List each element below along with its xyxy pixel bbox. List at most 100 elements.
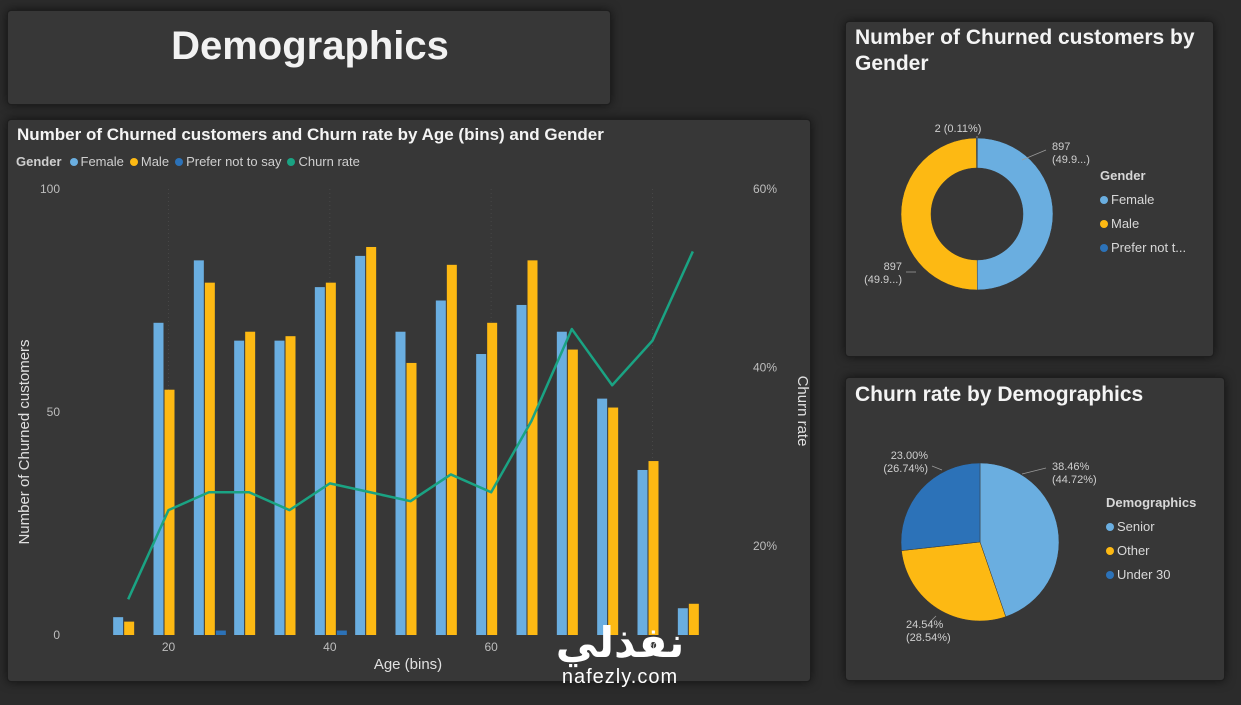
- demo-legend-title: Demographics: [1106, 495, 1197, 510]
- age-combo-chart[interactable]: 0 50 100 20% 40% 60% 20 40 60 80 Age (bins) Number …: [8, 120, 812, 683]
- bar-male: [164, 389, 175, 635]
- y2-tick-label: 60%: [753, 182, 777, 196]
- bar-female: [113, 617, 124, 635]
- y2-tick-label: 20%: [753, 539, 777, 553]
- bar-male: [648, 461, 659, 635]
- x-tick-label: 20: [162, 640, 176, 654]
- legend-female-label: Female: [80, 154, 124, 169]
- legend-prefer-not[interactable]: Prefer not to say: [175, 154, 281, 169]
- bar-female: [677, 608, 688, 635]
- donut-slice-prefer-not-to-say: [976, 137, 978, 169]
- donut-label-leader: [1021, 149, 1047, 161]
- x-tick-label: 80: [646, 640, 660, 654]
- bar-female: [234, 340, 245, 635]
- bar-male: [204, 282, 215, 635]
- watermark: نفذلي nafezly.com: [545, 620, 695, 689]
- y-tick-label: 50: [47, 405, 61, 419]
- bar-prefer: [336, 630, 347, 635]
- bar-female: [516, 304, 527, 635]
- bar-male: [406, 362, 417, 635]
- bar-male: [567, 349, 578, 635]
- gender-donut-card[interactable]: Number of Churned customers by Gender 89…: [845, 21, 1214, 357]
- gender-legend-female-label: Female: [1111, 192, 1155, 207]
- y-tick-label: 100: [40, 182, 60, 196]
- bar-male: [487, 322, 498, 635]
- pie-data-label: 38.46%: [1052, 461, 1090, 473]
- demo-chart-title: Churn rate by Demographics: [855, 383, 1144, 406]
- y-axis-label: Number of Churned customers: [16, 339, 33, 544]
- gender-chart-title: Number of Churned customers by Gender: [855, 26, 1195, 75]
- bar-male: [124, 621, 135, 635]
- pie-data-label: 23.00%: [891, 450, 929, 462]
- legend-female-dot: [69, 157, 78, 166]
- pie-data-label: 24.54%: [906, 619, 944, 631]
- demo-legend-other-label: Other: [1117, 543, 1150, 558]
- pie-pct-label: (28.54%): [906, 632, 951, 644]
- donut-pct-label: (49.9...): [864, 274, 902, 286]
- demo-legend-under30-label: Under 30: [1117, 567, 1171, 582]
- demo-legend-senior-label: Senior: [1117, 519, 1155, 534]
- donut-slice-female: [976, 137, 1054, 291]
- demo-legend-other-dot: [1106, 546, 1114, 555]
- bar-female: [314, 287, 325, 635]
- legend-prefer-dot: [175, 157, 184, 166]
- pie-pct-label: (44.72%): [1052, 474, 1097, 486]
- gender-legend-male[interactable]: Male: [1100, 216, 1186, 231]
- donut-data-label: 897: [884, 261, 902, 273]
- gender-legend-prefer-label: Prefer not t...: [1111, 240, 1187, 255]
- legend-male-label: Male: [140, 154, 170, 169]
- gender-legend-title: Gender: [1100, 168, 1146, 183]
- legend-male[interactable]: Male: [129, 154, 170, 169]
- churn-rate-line: [127, 250, 694, 600]
- bar-female: [395, 331, 406, 635]
- bar-male: [245, 331, 256, 635]
- bar-female: [556, 331, 567, 635]
- gender-legend-male-dot: [1100, 219, 1108, 228]
- bar-prefer: [215, 630, 226, 635]
- x-tick-label: 40: [323, 640, 337, 654]
- donut-pct-label: (49.9...): [1052, 154, 1090, 166]
- pie-slice-senior: [979, 462, 1060, 618]
- legend-churn-dot: [287, 157, 296, 166]
- age-gender-chart-card[interactable]: Number of Churned customers and Churn ra…: [7, 119, 811, 682]
- bar-male: [325, 282, 336, 635]
- watermark-arabic: نفذلي: [555, 619, 685, 666]
- pie-slice-under-30: [900, 462, 981, 551]
- y2-tick-label: 40%: [753, 360, 777, 374]
- bar-female: [637, 469, 648, 635]
- pie-label-leader: [1021, 467, 1047, 475]
- bar-female: [435, 300, 446, 635]
- gender-donut-chart[interactable]: 897(49.9...)897(49.9...)2 (0.11%): [846, 22, 1215, 358]
- gender-legend-prefer[interactable]: Prefer not t...: [1100, 240, 1186, 255]
- y2-axis-label: Churn rate: [794, 376, 811, 447]
- gender-legend-female[interactable]: Female: [1100, 192, 1186, 207]
- donut-data-label: 897: [1052, 141, 1070, 153]
- bar-male: [366, 246, 377, 635]
- pie-pct-label: (26.74%): [883, 463, 928, 475]
- bar-female: [476, 354, 487, 635]
- demo-legend-under30[interactable]: Under 30: [1106, 567, 1196, 582]
- pie-label-leader: [929, 615, 937, 623]
- legend-female[interactable]: Female: [69, 154, 124, 169]
- page-title-card: Demographics: [7, 10, 611, 105]
- bar-female: [355, 255, 366, 635]
- bar-male: [608, 407, 619, 635]
- bar-male: [688, 603, 699, 635]
- bar-female: [597, 398, 608, 635]
- demo-legend-other[interactable]: Other: [1106, 543, 1196, 558]
- bar-female: [193, 260, 204, 635]
- donut-slice-male: [900, 137, 978, 291]
- legend-churn-rate[interactable]: Churn rate: [287, 154, 360, 169]
- bar-male: [446, 264, 457, 635]
- age-legend-title: Gender: [16, 154, 62, 169]
- x-tick-label: 60: [484, 640, 498, 654]
- watermark-latin: nafezly.com: [561, 666, 679, 688]
- gender-legend: Gender Female Male Prefer not t...: [1100, 168, 1186, 264]
- demographics-pie-card[interactable]: Churn rate by Demographics 38.46% (44.72%…: [845, 377, 1225, 681]
- demo-legend-senior[interactable]: Senior: [1106, 519, 1196, 534]
- legend-churn-label: Churn rate: [298, 154, 360, 169]
- demographics-pie-chart[interactable]: 38.46%(44.72%) 24.54%(28.54%) 23.00%(26.74…: [846, 378, 1226, 682]
- page-title: Demographics: [171, 24, 449, 68]
- pie-label-leader: [931, 465, 943, 471]
- gender-legend-prefer-dot: [1100, 243, 1108, 252]
